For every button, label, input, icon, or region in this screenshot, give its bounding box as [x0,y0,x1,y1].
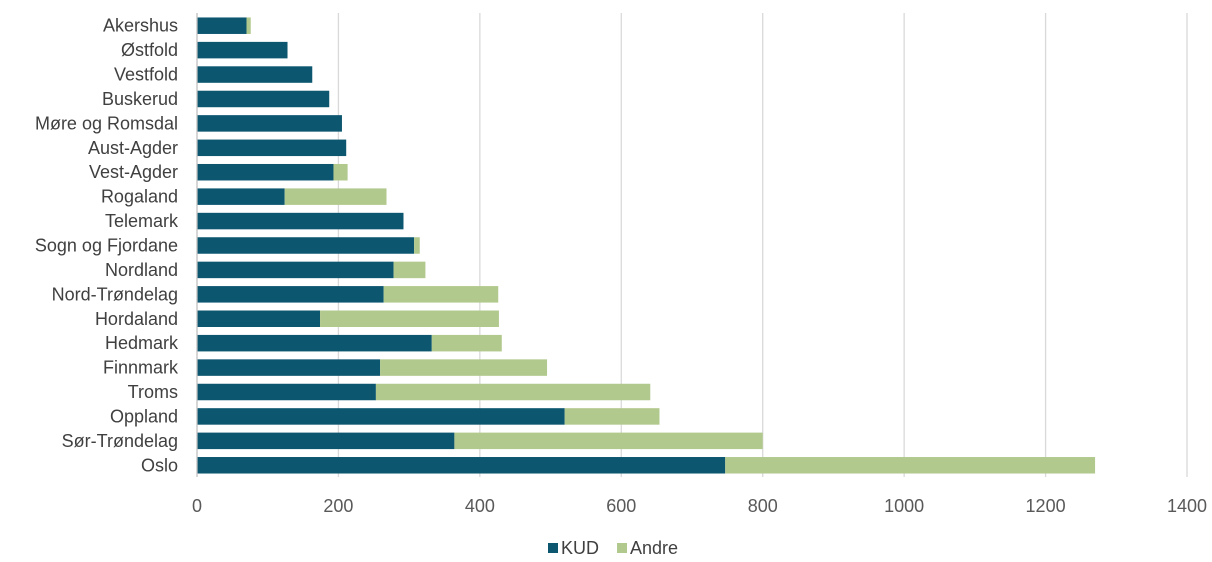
bar-kud-12 [197,310,321,327]
category-label: Vest-Agder [89,162,178,182]
bar-kud-15 [197,383,376,401]
bar-kud-5 [197,139,347,157]
x-tick-label: 400 [465,496,495,516]
x-tick-label: 0 [192,496,202,516]
bar-layer [197,17,1096,474]
category-label: Nord-Trøndelag [52,284,178,304]
x-tick-label: 1000 [884,496,924,516]
bar-kud-4 [197,115,342,132]
category-label: Hedmark [105,333,179,353]
legend-swatch-kud [548,543,558,553]
category-label: Oslo [141,455,178,475]
bar-andre-13 [431,334,502,352]
bar-andre-7 [284,188,387,205]
bar-kud-6 [197,163,334,181]
legend-swatch-andre [617,543,628,553]
x-tick-label: 600 [606,496,636,516]
bar-andre-17 [454,432,763,450]
grid-layer [337,13,1188,477]
category-label: Aust-Agder [88,138,178,158]
bar-andre-12 [320,310,499,327]
bar-kud-13 [197,334,432,352]
bar-andre-14 [380,359,548,376]
bar-kud-7 [197,188,285,205]
x-tick-label: 200 [323,496,353,516]
bar-kud-9 [197,237,415,254]
bar-kud-0 [197,17,247,34]
category-label: Troms [128,382,178,402]
bar-kud-8 [197,212,404,230]
category-label: Oppland [110,406,178,426]
x-tick-label: 1400 [1167,496,1207,516]
legend-label-kud: KUD [561,538,599,558]
bar-kud-3 [197,90,330,108]
category-label: Sogn og Fjordane [35,235,178,255]
bar-kud-2 [197,66,313,83]
bar-kud-14 [197,359,381,376]
bar-kud-1 [197,41,288,59]
category-label: Nordland [105,260,178,280]
category-label: Møre og Romsdal [35,113,178,133]
label-layer: 0 200 400 600 800 1000 1200 1400 Akershus Østfold… [35,16,1207,516]
bar-andre-0 [246,17,251,34]
x-tick-label: 1200 [1026,496,1066,516]
bar-andre-15 [375,383,651,401]
category-label: Vestfold [114,65,178,85]
bar-andre-16 [564,408,660,425]
bar-kud-10 [197,261,394,279]
x-tick-label: 800 [748,496,778,516]
legend: KUD Andre [548,538,678,558]
category-label: Rogaland [101,187,178,207]
bar-kud-16 [197,408,565,425]
category-label: Telemark [105,211,179,231]
bar-andre-9 [414,237,420,254]
category-label: Akershus [103,16,178,36]
category-label: Hordaland [95,309,178,329]
bar-kud-18 [197,457,726,474]
legend-label-andre: Andre [630,538,678,558]
bar-andre-18 [725,457,1096,474]
category-label: Finnmark [103,358,179,378]
bar-andre-11 [383,286,499,303]
category-label: Buskerud [102,89,178,109]
category-label: Sør-Trøndelag [62,431,178,451]
category-label: Østfold [121,40,178,60]
bar-andre-6 [333,163,348,181]
bar-kud-17 [197,432,455,450]
bar-andre-10 [393,261,426,279]
bar-kud-11 [197,286,384,303]
